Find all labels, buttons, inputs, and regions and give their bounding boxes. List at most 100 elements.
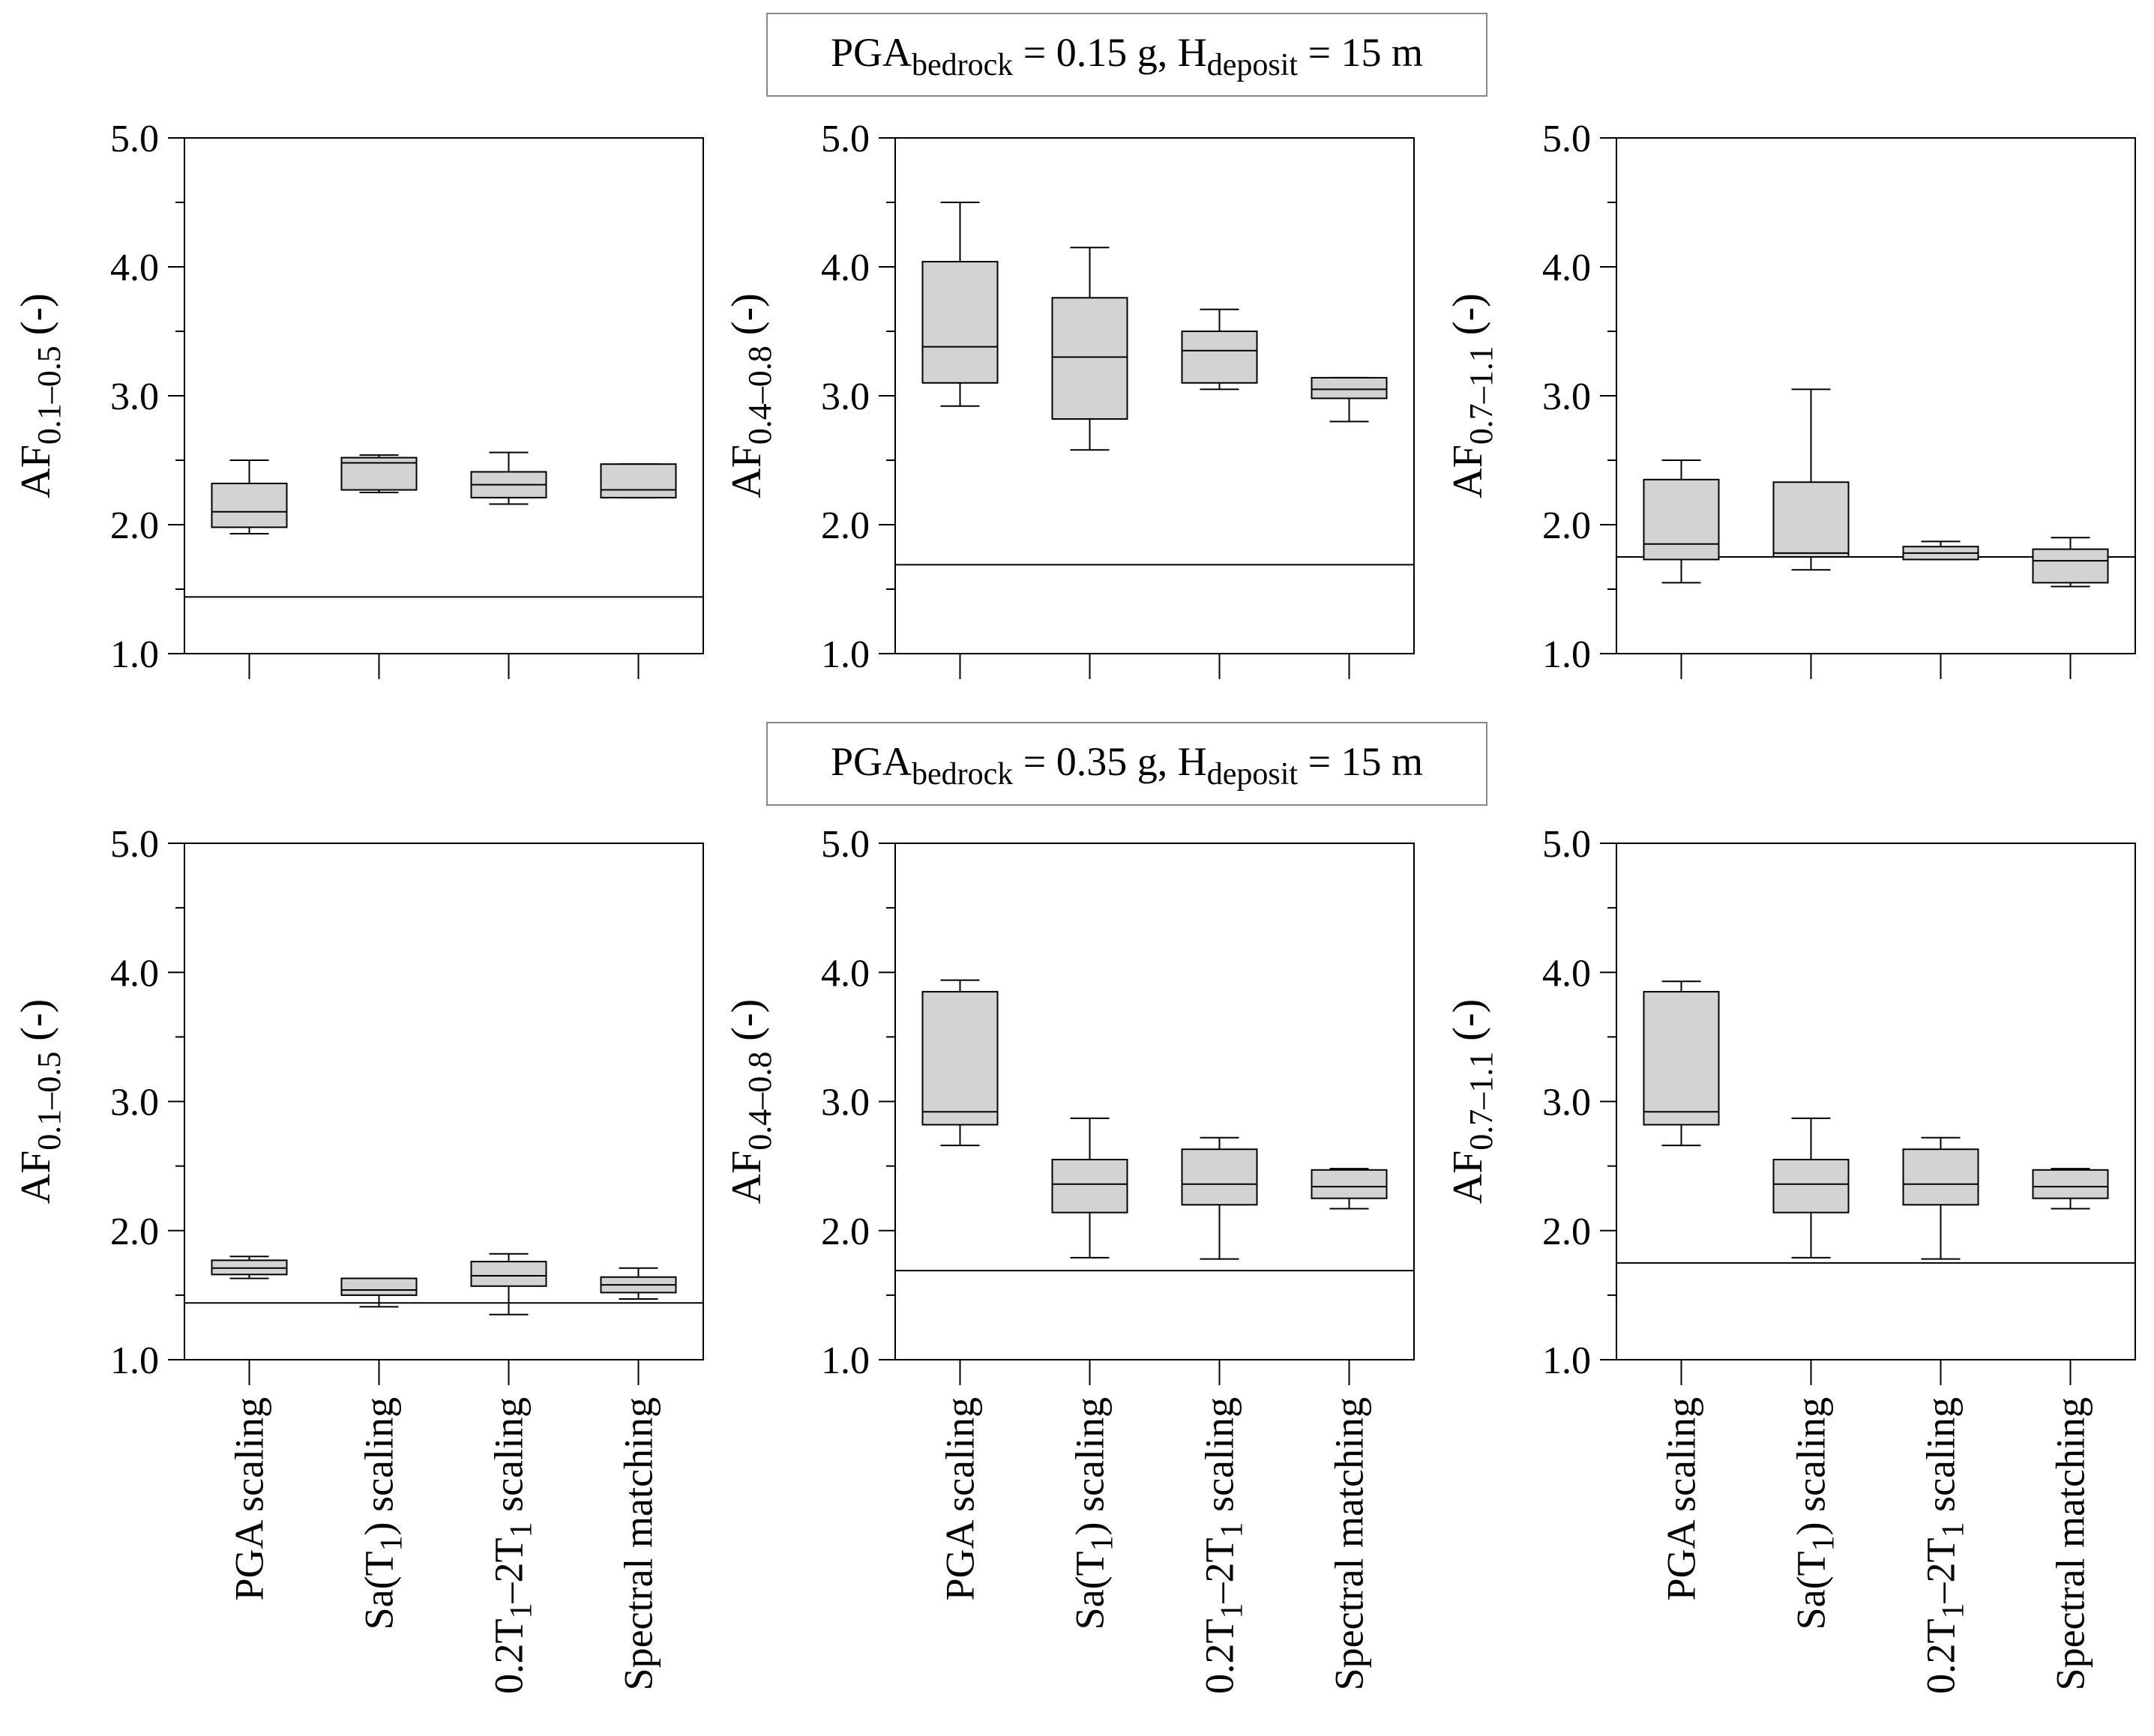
panel-1-1-box-4 xyxy=(600,463,677,679)
panel-2-1-iqr-box xyxy=(340,1277,418,1296)
panel-2-3-box-2 xyxy=(1772,1117,1850,1385)
panel-2-2-iqr-box xyxy=(921,991,999,1126)
panel-1-2-box-4 xyxy=(1311,376,1388,679)
panel-2-1-cat-label-main: Spectral matching xyxy=(616,1397,661,1690)
panel-1-3-iqr-box xyxy=(1772,481,1850,558)
panel-2-1-box-2 xyxy=(340,1277,418,1385)
panel-1-1-box-3 xyxy=(470,451,547,679)
panel-2-2-y-tick-label: 4.0 xyxy=(821,952,870,995)
row-title-2-suffix: = 15 m xyxy=(1298,739,1423,784)
panel-2-3-y-tick-label: 5.0 xyxy=(1542,823,1591,866)
panel-2-1-category-label-4: Spectral matching xyxy=(616,1397,661,1690)
panel-2-2-y-tick-label: 5.0 xyxy=(821,823,870,866)
panel-1-3-box-3 xyxy=(1902,540,1979,679)
panel-2-2-cat-label-main: 0.2T xyxy=(1197,1618,1242,1694)
panel-1-2-y-tick-label: 1.0 xyxy=(821,633,870,676)
panel-2-3-iqr-box xyxy=(1643,991,1720,1126)
panel-1-1-y-tick-label: 4.0 xyxy=(110,247,159,289)
row-title-1-suffix: = 15 m xyxy=(1298,30,1423,75)
panel-1-1-y-label-tail: (-) xyxy=(13,293,59,346)
panel-1-3-box-1 xyxy=(1643,459,1720,679)
panel-2-3-y-label-sub: 0.7–1.1 xyxy=(1463,1052,1499,1151)
panel-2-3-y-tick-label: 1.0 xyxy=(1542,1339,1591,1382)
panel-2-2-cat-label-sub: 1 xyxy=(1086,1535,1120,1551)
panel-2-3-cat-label-main: 0.2T xyxy=(1919,1618,1964,1694)
panel-2-1-iqr-box xyxy=(470,1261,547,1287)
panel-2-3-cat-label-main: Sa(T xyxy=(1789,1551,1834,1630)
panel-2-2-y-tick-label: 1.0 xyxy=(821,1339,870,1382)
panel-1-1-y-label-base: AF xyxy=(13,444,59,498)
panel-2-2-iqr-box xyxy=(1311,1169,1388,1199)
panel-2-3-iqr-box xyxy=(1772,1159,1850,1214)
panel-2-3-box-3 xyxy=(1902,1136,1979,1385)
panel-2-2-cat-label-main: PGA scaling xyxy=(938,1397,983,1601)
panel-2-1-category-label-1: PGA scaling xyxy=(227,1397,272,1601)
panel-1-2-box-1 xyxy=(921,202,999,679)
panel-2-3-cat-label-tail: –2T xyxy=(1919,1537,1964,1603)
panel-2-1-cat-label-tail2: scaling xyxy=(487,1397,532,1522)
panel-1-2-y-axis-label: AF0.4–0.8 (-) xyxy=(723,293,778,498)
panel-2-1-y-axis-label: AF0.1–0.5 (-) xyxy=(13,999,67,1205)
panel-1-1-box-2 xyxy=(340,454,418,679)
panel-1-1-plot-frame xyxy=(184,137,704,654)
panel-2-1-cat-label-main: PGA scaling xyxy=(227,1397,272,1601)
panel-2-3: 5.0 4.0 3.0 2.0 1.0 AF0.7–1.1 (-) PGA scaling S… xyxy=(1445,823,2136,1694)
panel-1-2-box-3 xyxy=(1181,308,1258,679)
panel-1-1-y-tick-label: 2.0 xyxy=(110,504,159,547)
panel-2-3-cat-label-sub: 1 xyxy=(1807,1535,1841,1551)
row-title-2-prefix: PGA xyxy=(831,739,912,784)
panel-2-3-category-label-4: Spectral matching xyxy=(2048,1397,2093,1690)
panel-1-1-y-tick-label: 3.0 xyxy=(110,376,159,418)
panel-1-2-iqr-box xyxy=(921,261,999,384)
panel-1-3-box-4 xyxy=(2032,537,2109,679)
panel-1-3-iqr-box xyxy=(1643,478,1720,561)
panel-2-2-box-3 xyxy=(1181,1136,1258,1385)
panel-2-1-cat-label-sub2: 1 xyxy=(505,1522,539,1537)
panel-2-3-box-1 xyxy=(1643,980,1720,1385)
panel-2-2-category-label-1: PGA scaling xyxy=(938,1397,983,1601)
panel-2-2-box-2 xyxy=(1051,1117,1128,1385)
panel-2-1-y-tick-label: 4.0 xyxy=(110,952,159,995)
panel-2-3-cat-label-sub2: 1 xyxy=(1937,1522,1971,1537)
panel-1-1-y-tick-label: 1.0 xyxy=(110,633,159,676)
panel-2-3-y-axis-label: AF0.7–1.1 (-) xyxy=(1445,999,1499,1205)
panel-2-2-iqr-box xyxy=(1051,1159,1128,1214)
panel-2-3-cat-label-sub: 1 xyxy=(1937,1603,1971,1618)
panel-2-2: 5.0 4.0 3.0 2.0 1.0 AF0.4–0.8 (-) PGA scaling S… xyxy=(723,823,1415,1694)
panel-1-3-box-2 xyxy=(1772,388,1850,679)
panel-2-1-y-label-sub: 0.1–0.5 xyxy=(31,1052,67,1151)
panel-2-1-box-3 xyxy=(470,1253,547,1385)
panel-2-1-y-label-base: AF xyxy=(13,1151,59,1205)
panel-2-2-cat-label-tail2: scaling xyxy=(1197,1397,1242,1522)
panel-1-2: 5.0 4.0 3.0 2.0 1.0 AF0.4–0.8 (-) xyxy=(723,118,1415,679)
row-title-2-mid: = 0.35 g, H xyxy=(1013,739,1206,784)
panel-1-3-y-tick-label: 2.0 xyxy=(1542,504,1591,547)
panel-2-2-cat-label-tail: –2T xyxy=(1197,1537,1242,1603)
panel-2-1-cat-label-sub: 1 xyxy=(505,1603,539,1618)
panel-2-3-y-tick-label: 2.0 xyxy=(1542,1211,1591,1253)
panel-2-2-cat-label-tail: ) scaling xyxy=(1068,1397,1113,1535)
panel-2-2-box-1 xyxy=(921,979,999,1385)
panel-2-2-cat-label-main: Spectral matching xyxy=(1327,1397,1372,1690)
panel-1-3-y-tick-label: 5.0 xyxy=(1542,118,1591,160)
panel-2-1-cat-label-main: Sa(T xyxy=(357,1551,402,1630)
panel-2-1-y-tick-label: 1.0 xyxy=(110,1339,159,1382)
panel-2-2-category-label-4: Spectral matching xyxy=(1327,1397,1372,1690)
panel-2-3-y-tick-label: 4.0 xyxy=(1542,952,1591,995)
panel-2-1-box-4 xyxy=(600,1267,677,1385)
panel-1-3-y-tick-label: 3.0 xyxy=(1542,376,1591,418)
panel-1-3-y-tick-label: 4.0 xyxy=(1542,247,1591,289)
panel-2-2-category-label-3: 0.2T1–2T1 scaling xyxy=(1197,1397,1250,1694)
panel-2-2-category-label-2: Sa(T1) scaling xyxy=(1068,1397,1120,1630)
panel-1-1-y-tick-label: 5.0 xyxy=(110,118,159,160)
panel-2-3-category-label-2: Sa(T1) scaling xyxy=(1789,1397,1841,1630)
panel-2-2-cat-label-main: Sa(T xyxy=(1068,1551,1113,1630)
panel-1-3-y-axis-label: AF0.7–1.1 (-) xyxy=(1445,293,1499,498)
row-title-1: PGAbedrock = 0.15 g, Hdeposit = 15 m xyxy=(766,13,1487,97)
panel-1-2-iqr-box xyxy=(1181,331,1258,384)
panel-1-3-y-label-base: AF xyxy=(1445,444,1491,498)
panel-2-3-cat-label-tail: ) scaling xyxy=(1789,1397,1834,1535)
panel-2-2-y-tick-label: 2.0 xyxy=(821,1211,870,1253)
panel-2-1-y-tick-label: 2.0 xyxy=(110,1211,159,1253)
